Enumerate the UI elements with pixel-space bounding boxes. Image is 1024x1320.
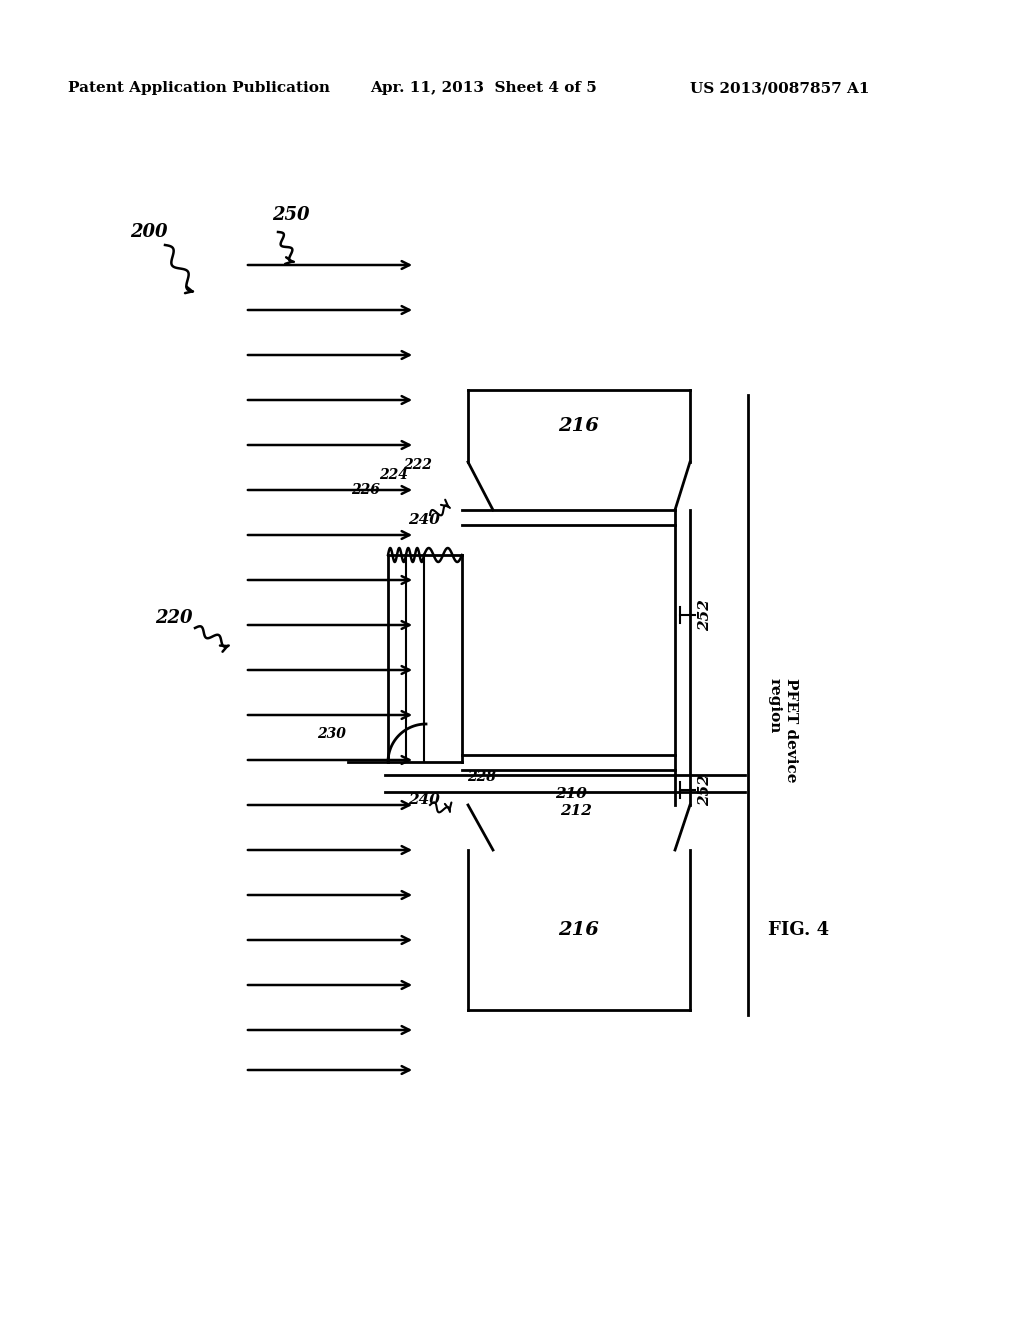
Text: 220: 220 [155,609,193,627]
Text: US 2013/0087857 A1: US 2013/0087857 A1 [690,81,869,95]
Text: 212: 212 [560,804,592,818]
Text: 222: 222 [403,458,432,473]
Text: 228: 228 [467,770,496,784]
Text: Apr. 11, 2013  Sheet 4 of 5: Apr. 11, 2013 Sheet 4 of 5 [370,81,597,95]
Text: PFET device
region: PFET device region [768,677,798,783]
Text: 250: 250 [272,206,309,224]
Text: 216: 216 [558,921,599,939]
Text: FIG. 4: FIG. 4 [768,921,829,939]
Text: 252: 252 [698,774,712,807]
Text: 210: 210 [555,787,587,801]
Text: 200: 200 [130,223,168,242]
Text: 240: 240 [408,793,440,807]
Text: 230: 230 [317,727,346,741]
Text: 240: 240 [408,513,440,527]
Text: Patent Application Publication: Patent Application Publication [68,81,330,95]
Text: 224: 224 [379,469,408,482]
Text: 216: 216 [558,417,599,436]
Text: 226: 226 [351,483,380,498]
Text: 252: 252 [698,599,712,631]
